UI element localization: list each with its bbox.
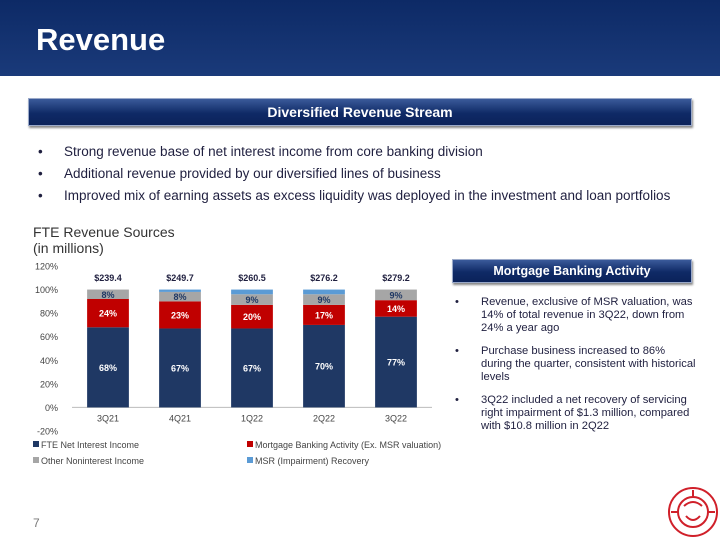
chart-subtitle: (in millions) [33, 240, 104, 256]
bar-segment [303, 294, 345, 305]
data-label: 24% [99, 309, 117, 319]
bar-segment [375, 289, 417, 301]
x-tick-label: 4Q21 [169, 413, 191, 423]
bullet: Additional revenue provided by our diver… [30, 166, 710, 181]
bar-segment [231, 294, 273, 305]
data-label: 9% [389, 290, 402, 300]
chart-title: FTE Revenue Sources (in millions) [33, 224, 175, 256]
legend-swatch [247, 441, 253, 447]
bar-segment [87, 327, 129, 408]
bar-segment [375, 316, 417, 408]
data-label: 8% [173, 292, 186, 302]
x-tick-label: 3Q21 [97, 413, 119, 423]
bar-segment [87, 289, 129, 299]
x-tick-label: 3Q22 [385, 413, 407, 423]
data-label: 67% [243, 363, 261, 373]
bar-segment [231, 304, 273, 329]
bar-segment [303, 289, 345, 295]
total-label: $249.7 [166, 273, 194, 283]
y-tick-label: 100% [35, 285, 58, 295]
x-tick-label: 1Q22 [241, 413, 263, 423]
total-label: $279.2 [382, 273, 410, 283]
legend-label: Mortgage Banking Activity (Ex. MSR valua… [255, 440, 441, 450]
legend-label: Other Noninterest Income [41, 456, 144, 466]
data-label: 14% [387, 304, 405, 314]
y-tick-label: 60% [40, 332, 58, 342]
total-label: $276.2 [310, 273, 338, 283]
bar-segment [375, 300, 417, 317]
side-bullet: 3Q22 included a net recovery of servicin… [447, 394, 697, 433]
bar-segment [159, 289, 201, 292]
bar-segment [159, 301, 201, 329]
bar-segment [159, 328, 201, 408]
side-bullet: Purchase business increased to 86% durin… [447, 345, 697, 384]
chart-title-line: FTE Revenue Sources [33, 224, 175, 240]
y-tick-label: 0% [45, 403, 58, 413]
header-band [0, 0, 720, 76]
slide-title: Revenue [36, 22, 166, 57]
side-banner: Mortgage Banking Activity [452, 259, 692, 283]
total-label: $260.5 [238, 273, 266, 283]
section-banner: Diversified Revenue Stream [28, 98, 692, 126]
logo [668, 487, 718, 537]
legend-swatch [247, 457, 253, 463]
bar-segment [231, 289, 273, 295]
data-label: 20% [243, 312, 261, 322]
side-bullet: Revenue, exclusive of MSR valuation, was… [447, 296, 697, 335]
bullet: Strong revenue base of net interest inco… [30, 144, 710, 159]
bar-segment [159, 291, 201, 302]
data-label: 68% [99, 363, 117, 373]
bar-segment [303, 324, 345, 408]
data-label: 23% [171, 310, 189, 320]
y-tick-label: -20% [37, 427, 58, 437]
data-label: 67% [171, 363, 189, 373]
data-label: 9% [245, 295, 258, 305]
y-tick-label: 40% [40, 356, 58, 366]
y-tick-label: 20% [40, 379, 58, 389]
data-label: 9% [317, 295, 330, 305]
bar-segment [87, 299, 129, 328]
data-label: 70% [315, 362, 333, 372]
data-label: 17% [315, 310, 333, 320]
page-number: 7 [33, 516, 40, 530]
y-tick-label: 120% [35, 262, 58, 272]
legend-swatch [33, 457, 39, 463]
y-tick-label: 80% [40, 309, 58, 319]
legend-swatch [33, 441, 39, 447]
legend-label: FTE Net Interest Income [41, 440, 139, 450]
bullet: Improved mix of earning assets as excess… [30, 188, 710, 203]
bar-segment [231, 328, 273, 408]
bullet-list: Strong revenue base of net interest inco… [30, 144, 710, 210]
total-label: $239.4 [94, 273, 122, 283]
bar-segment [303, 304, 345, 325]
data-label: 8% [101, 290, 114, 300]
data-label: 77% [387, 358, 405, 368]
side-bullet-list: Revenue, exclusive of MSR valuation, was… [447, 296, 697, 443]
x-tick-label: 2Q22 [313, 413, 335, 423]
legend-label: MSR (Impairment) Recovery [255, 456, 370, 466]
